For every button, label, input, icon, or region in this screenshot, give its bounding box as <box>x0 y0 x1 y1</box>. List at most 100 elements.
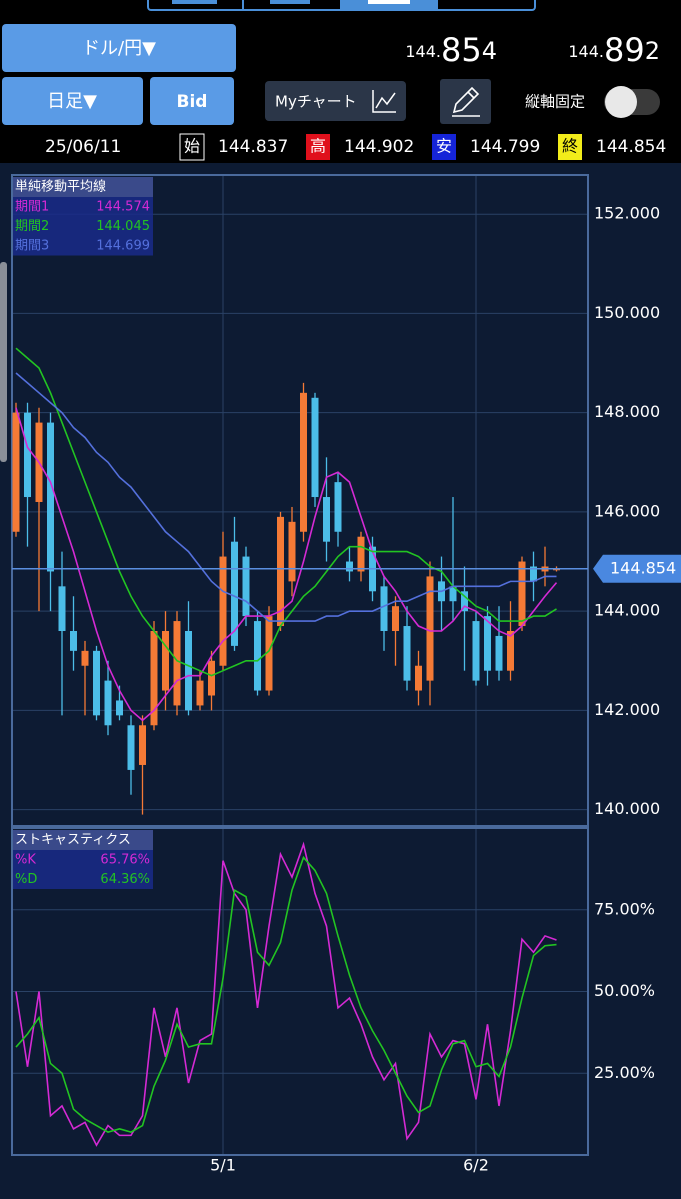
scroll-handle[interactable] <box>0 262 7 462</box>
candle-body <box>277 516 284 627</box>
high-value: 144.902 <box>344 137 414 157</box>
y-tick-label: 144.000 <box>594 601 660 620</box>
timeframe-button[interactable] <box>2 77 143 125</box>
series-line <box>15 347 557 677</box>
chart-icon <box>372 90 396 113</box>
tab-icon <box>368 0 410 4</box>
pencil-icon <box>452 86 480 117</box>
tab-active[interactable] <box>340 0 438 10</box>
close-value: 144.854 <box>596 137 666 157</box>
low-badge <box>432 134 456 160</box>
candle-body <box>288 521 296 582</box>
draw-button[interactable] <box>440 79 491 124</box>
open-value: 144.837 <box>218 137 288 157</box>
candle-body <box>185 630 192 711</box>
price-type-button[interactable] <box>150 77 234 125</box>
open-badge <box>179 133 205 161</box>
y-tick-label: 142.000 <box>594 700 660 719</box>
candle-body <box>392 606 399 631</box>
y-tick-label: 140.000 <box>594 799 660 818</box>
panel-border <box>11 174 589 827</box>
bid-price: 144.854 <box>405 31 497 69</box>
candle-body <box>346 561 353 572</box>
candle-body <box>116 700 123 716</box>
candle-body <box>70 630 77 651</box>
candle-body <box>265 616 273 691</box>
toggle-knob <box>605 86 637 118</box>
price-part: 144. <box>405 42 441 61</box>
ask-price: 144.892 <box>568 31 660 69</box>
x-tick-label: 6/2 <box>463 1156 489 1175</box>
y-tick-label: 146.000 <box>594 501 660 520</box>
candle-body <box>242 556 250 617</box>
candle-body <box>311 397 319 498</box>
candle-body <box>104 680 112 726</box>
current-price-label: 144.854 <box>610 558 676 577</box>
candle-body <box>300 392 307 532</box>
candle-body <box>449 586 457 602</box>
y-tick-label: 25.00% <box>594 1063 655 1082</box>
y-tick-label: 75.00% <box>594 899 655 918</box>
candle-body <box>196 680 204 706</box>
candle-body <box>507 630 514 671</box>
candle-body <box>208 660 215 696</box>
panel-border <box>11 827 589 1156</box>
pair-label: ドル/円▼ <box>82 38 156 59</box>
legend-name: %K <box>15 853 36 868</box>
candle-body <box>518 561 526 627</box>
price-part: 2 <box>645 37 660 65</box>
tab-icon <box>172 0 217 4</box>
candle-body <box>334 482 342 532</box>
candle-body <box>93 650 100 716</box>
x-tick-label: 5/1 <box>210 1156 236 1175</box>
open-label: 始 <box>184 137 200 156</box>
low-label: 安 <box>436 137 452 156</box>
price-part: 89 <box>604 31 645 69</box>
high-badge <box>306 134 330 160</box>
my-chart-label: Myチャート <box>275 93 357 111</box>
high-label: 高 <box>310 137 326 156</box>
candle-body <box>127 725 135 770</box>
candle-body <box>380 586 388 631</box>
legend-value: 144.045 <box>96 219 150 234</box>
y-tick-label: 152.000 <box>594 204 660 223</box>
legend-value: 65.76% <box>100 853 150 868</box>
candle-body <box>403 626 411 681</box>
close-label: 終 <box>562 137 578 156</box>
candle-body <box>231 541 238 646</box>
top-tabs[interactable] <box>147 0 536 11</box>
series-line <box>15 841 557 1147</box>
pair-button[interactable] <box>2 24 236 72</box>
candle-body <box>530 566 537 582</box>
close-badge <box>558 134 582 160</box>
candle-body <box>415 665 422 691</box>
my-chart-button[interactable] <box>265 81 406 121</box>
y-tick-label: 150.000 <box>594 303 660 322</box>
candle-body <box>426 576 434 681</box>
candle-body <box>495 635 503 671</box>
candle-body <box>484 616 491 671</box>
legend-value: 144.574 <box>96 200 150 215</box>
candle-body <box>162 630 169 691</box>
legend-title-bg <box>13 177 153 197</box>
candle-body <box>472 621 480 681</box>
candle-body <box>24 412 31 498</box>
candle-body <box>12 412 20 532</box>
candle-body <box>173 621 181 706</box>
y-tick-label: 148.000 <box>594 402 660 421</box>
series-line <box>15 855 557 1133</box>
candle-body <box>254 621 261 691</box>
timeframe-label: 日足▼ <box>47 91 97 112</box>
candle-body <box>323 497 330 542</box>
candle-body <box>150 630 158 726</box>
legend-name: %D <box>15 872 37 887</box>
legend-value: 64.36% <box>100 872 150 887</box>
axis-lock-label: 縦軸固定 <box>525 93 585 111</box>
candle-body <box>461 591 468 612</box>
legend-value: 144.699 <box>96 239 150 254</box>
price-part: 144. <box>568 42 604 61</box>
candle-body <box>357 536 365 572</box>
ohlc-date: 25/06/11 <box>45 137 121 157</box>
legend-title-bg <box>13 830 153 850</box>
